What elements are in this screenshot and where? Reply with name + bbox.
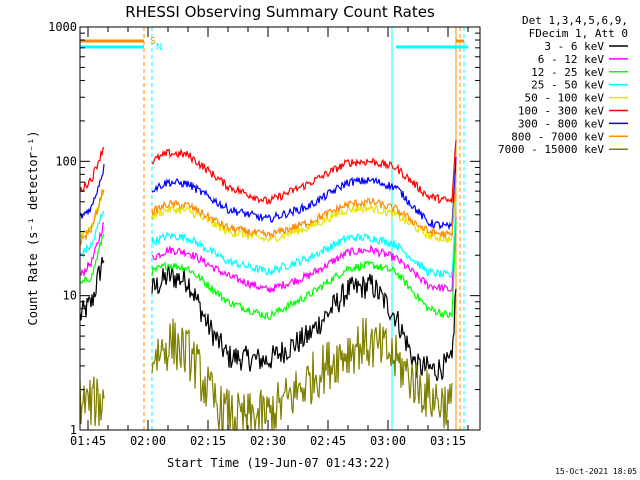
legend-label-100-300-kev: 100 - 300 keV: [518, 105, 604, 118]
series-line-12-25-kev: [79, 220, 457, 321]
legend-label-50-100-kev: 50 - 100 keV: [525, 92, 605, 105]
x-tick-label-6: 03:15: [430, 434, 466, 448]
series-line-3-6-kev: [79, 256, 457, 382]
plot-frame: [79, 26, 481, 431]
legend-label-800-7000-kev: 800 - 7000 keV: [511, 130, 604, 143]
legend-label-300-800-kev: 300 - 800 keV: [518, 117, 604, 130]
y-tick-label-1: 10: [63, 289, 77, 303]
legend-label-25-50-kev: 25 - 50 keV: [531, 79, 604, 92]
series-line-800-7000-kev: [79, 174, 457, 245]
x-tick-label-5: 03:00: [370, 434, 406, 448]
x-tick-label-3: 02:30: [250, 434, 286, 448]
plot-area: SN: [79, 27, 468, 432]
legend-label-7000-15000-kev: 7000 - 15000 keV: [498, 143, 604, 156]
legend-label-12-25-kev: 12 - 25 keV: [531, 66, 604, 79]
series-line-6-12-kev: [79, 216, 457, 293]
flag-label-n: N: [156, 42, 162, 53]
y-tick-label-2: 100: [55, 154, 77, 168]
legend-header-line-2: FDecim 1, Att 0: [529, 27, 628, 40]
series-line-7000-15000-kev: [79, 317, 453, 432]
series-line-100-300-kev: [79, 139, 457, 205]
axes: 1 10 100 1000 01:45 02:00 02:15 02:30 02:45 03:00…: [48, 20, 481, 448]
series-line-25-50-kev: [79, 202, 457, 279]
chart-title: RHESSI Observing Summary Count Rates: [125, 3, 435, 21]
legend-header-line-1: Det 1,3,4,5,6,9,: [522, 14, 628, 27]
flag-label-s: S: [150, 36, 156, 47]
x-tick-label-1: 02:00: [130, 434, 166, 448]
y-tick-label-0: 1: [70, 423, 77, 437]
series-line-300-800-kev: [79, 156, 457, 231]
x-tick-label-0: 01:45: [70, 434, 106, 448]
legend-label-3-6-kev: 3 - 6 keV: [544, 40, 604, 53]
legend-label-6-12-kev: 6 - 12 keV: [538, 53, 605, 66]
x-tick-label-4: 02:45: [310, 434, 346, 448]
footer-timestamp: 15-Oct-2021 18:05: [555, 467, 637, 476]
x-axis-title: Start Time (19-Jun-07 01:43:22): [167, 456, 391, 470]
x-tick-label-2: 02:15: [190, 434, 226, 448]
legend: Det 1,3,4,5,6,9, FDecim 1, Att 0 3 - 6 k…: [498, 14, 628, 156]
y-axis-title: Count Rate (s⁻¹ detector⁻¹): [26, 130, 40, 325]
y-tick-label-3: 1000: [48, 20, 77, 34]
